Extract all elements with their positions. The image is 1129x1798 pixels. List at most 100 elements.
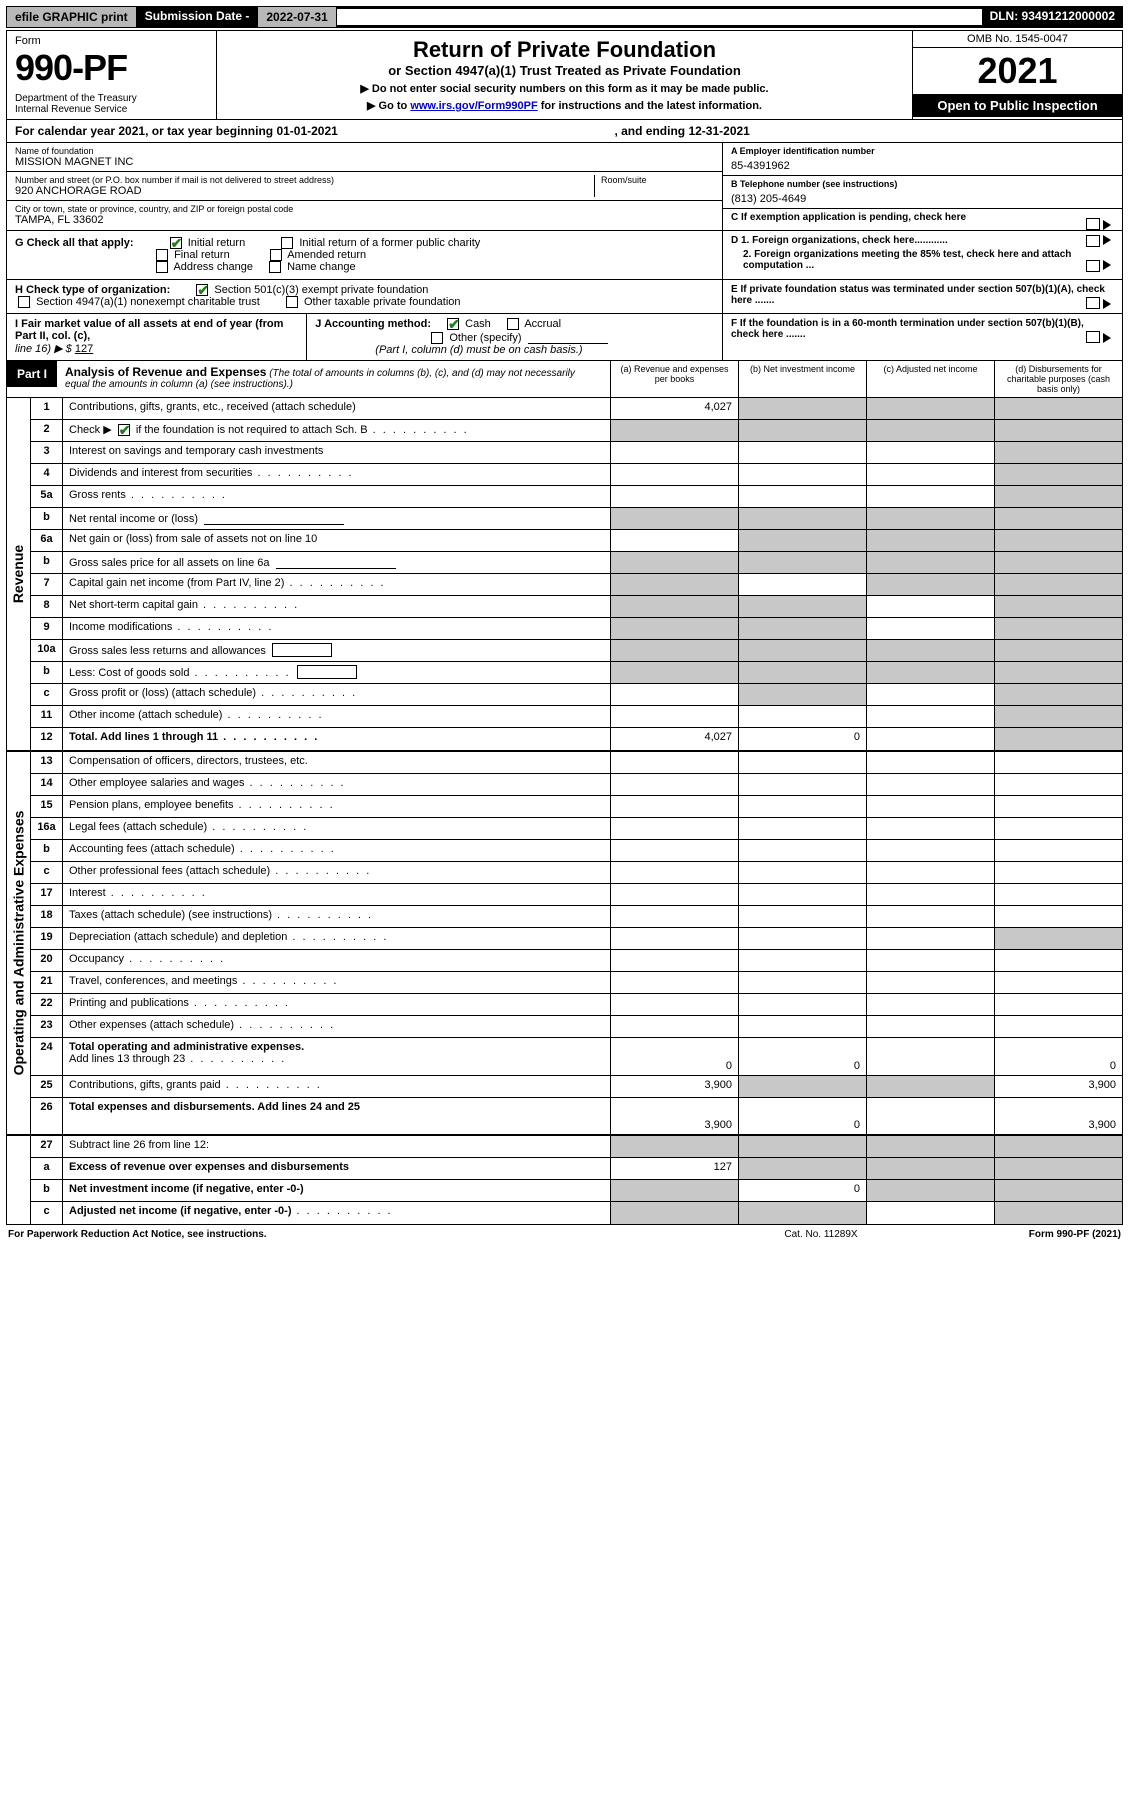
- section-e: E If private foundation status was termi…: [722, 280, 1122, 313]
- section-i: I Fair market value of all assets at end…: [7, 314, 307, 360]
- section-g: G Check all that apply: Initial return I…: [7, 231, 722, 279]
- line-25: 25Contributions, gifts, grants paid3,900…: [31, 1076, 1122, 1098]
- footer-left: For Paperwork Reduction Act Notice, see …: [8, 1229, 721, 1240]
- cal-begin: For calendar year 2021, or tax year begi…: [15, 124, 614, 138]
- footer-form-ref: Form 990-PF (2021): [921, 1229, 1121, 1240]
- checkbox-initial-return[interactable]: [170, 237, 182, 249]
- checkbox-c[interactable]: [1086, 218, 1100, 230]
- line-7: 7Capital gain net income (from Part IV, …: [31, 574, 1122, 596]
- checkbox-address-change[interactable]: [156, 261, 168, 273]
- info-block: Name of foundation MISSION MAGNET INC Nu…: [7, 143, 1122, 231]
- line-15: 15Pension plans, employee benefits: [31, 796, 1122, 818]
- checkbox-name-change[interactable]: [269, 261, 281, 273]
- line-5b: bNet rental income or (loss): [31, 508, 1122, 530]
- city-state-zip: TAMPA, FL 33602: [15, 214, 714, 226]
- checkbox-final-return[interactable]: [156, 249, 168, 261]
- section-j: J Accounting method: Cash Accrual Other …: [307, 314, 722, 360]
- form-header: Form 990-PF Department of the Treasury I…: [7, 31, 1122, 120]
- ein-value: 85-4391962: [731, 160, 1114, 172]
- checkbox-accrual[interactable]: [507, 318, 519, 330]
- arrow-icon: [1103, 235, 1111, 245]
- form-year-block: OMB No. 1545-0047 2021 Open to Public In…: [912, 31, 1122, 119]
- top-bar: efile GRAPHIC print Submission Date - 20…: [6, 6, 1123, 28]
- line-23: 23Other expenses (attach schedule): [31, 1016, 1122, 1038]
- expenses-side-label: Operating and Administrative Expenses: [7, 752, 31, 1134]
- col-c-header: (c) Adjusted net income: [866, 361, 994, 397]
- checkbox-other-taxable[interactable]: [286, 296, 298, 308]
- line-12: 12Total. Add lines 1 through 114,0270: [31, 728, 1122, 750]
- line-27b: bNet investment income (if negative, ent…: [31, 1180, 1122, 1202]
- dln-value: DLN: 93491212000002: [982, 6, 1123, 28]
- line-21: 21Travel, conferences, and meetings: [31, 972, 1122, 994]
- checkbox-d2[interactable]: [1086, 260, 1100, 272]
- arrow-icon: [1103, 220, 1111, 230]
- part1-label: Part I: [7, 361, 57, 387]
- form-subtitle: or Section 4947(a)(1) Trust Treated as P…: [229, 63, 900, 78]
- cal-end: , and ending 12-31-2021: [614, 124, 1114, 138]
- arrow-icon: [1103, 333, 1111, 343]
- line-16c: cOther professional fees (attach schedul…: [31, 862, 1122, 884]
- revenue-grid: Revenue 1Contributions, gifts, grants, e…: [7, 398, 1122, 752]
- line-16b: bAccounting fees (attach schedule): [31, 840, 1122, 862]
- line-8: 8Net short-term capital gain: [31, 596, 1122, 618]
- ein-cell: A Employer identification number 85-4391…: [723, 143, 1122, 176]
- checkbox-other-method[interactable]: [431, 332, 443, 344]
- footer-catalog: Cat. No. 11289X: [721, 1229, 921, 1240]
- line-10c: cGross profit or (loss) (attach schedule…: [31, 684, 1122, 706]
- section-d: D 1. Foreign organizations, check here..…: [722, 231, 1122, 279]
- line-17: 17Interest: [31, 884, 1122, 906]
- form-label: Form: [15, 35, 208, 47]
- part1-header: Part I Analysis of Revenue and Expenses …: [7, 361, 1122, 398]
- page-footer: For Paperwork Reduction Act Notice, see …: [6, 1225, 1123, 1244]
- checkbox-sch-b[interactable]: [118, 424, 130, 436]
- line-24: 24 Total operating and administrative ex…: [31, 1038, 1122, 1076]
- form-instruction-2: ▶ Go to www.irs.gov/Form990PF for instru…: [229, 99, 900, 112]
- checkbox-e[interactable]: [1086, 297, 1100, 309]
- revenue-side-label: Revenue: [7, 398, 31, 750]
- checkbox-initial-former[interactable]: [281, 237, 293, 249]
- line-27a: aExcess of revenue over expenses and dis…: [31, 1158, 1122, 1180]
- checkbox-amended-return[interactable]: [270, 249, 282, 261]
- tax-year: 2021: [913, 48, 1122, 94]
- line-13: 13Compensation of officers, directors, t…: [31, 752, 1122, 774]
- line-5a: 5aGross rents: [31, 486, 1122, 508]
- checkbox-501c3[interactable]: [196, 284, 208, 296]
- part1-desc: Analysis of Revenue and Expenses (The to…: [57, 361, 610, 397]
- checkbox-4947[interactable]: [18, 296, 30, 308]
- name-cell: Name of foundation MISSION MAGNET INC: [7, 143, 722, 172]
- col-d-header: (d) Disbursements for charitable purpose…: [994, 361, 1122, 397]
- efile-button[interactable]: efile GRAPHIC print: [6, 6, 137, 28]
- line-6b: bGross sales price for all assets on lin…: [31, 552, 1122, 574]
- checkbox-f[interactable]: [1086, 331, 1100, 343]
- line-20: 20Occupancy: [31, 950, 1122, 972]
- line-27c: cAdjusted net income (if negative, enter…: [31, 1202, 1122, 1224]
- line-4: 4Dividends and interest from securities: [31, 464, 1122, 486]
- section-h-e: H Check type of organization: Section 50…: [7, 280, 1122, 314]
- line-18: 18Taxes (attach schedule) (see instructi…: [31, 906, 1122, 928]
- section-g-d: G Check all that apply: Initial return I…: [7, 231, 1122, 280]
- city-cell: City or town, state or province, country…: [7, 201, 722, 229]
- line1-col-a: 4,027: [610, 398, 738, 419]
- checkbox-cash[interactable]: [447, 318, 459, 330]
- form-number-block: Form 990-PF Department of the Treasury I…: [7, 31, 217, 119]
- line-10a: 10aGross sales less returns and allowanc…: [31, 640, 1122, 662]
- line27-grid: 27Subtract line 26 from line 12: aExcess…: [7, 1136, 1122, 1224]
- line-9: 9Income modifications: [31, 618, 1122, 640]
- line-16a: 16aLegal fees (attach schedule): [31, 818, 1122, 840]
- section-ijf: I Fair market value of all assets at end…: [7, 314, 1122, 361]
- omb-number: OMB No. 1545-0047: [913, 31, 1122, 48]
- line-14: 14Other employee salaries and wages: [31, 774, 1122, 796]
- col-b-header: (b) Net investment income: [738, 361, 866, 397]
- irs-link[interactable]: www.irs.gov/Form990PF: [410, 100, 537, 112]
- line-11: 11Other income (attach schedule): [31, 706, 1122, 728]
- address-cell: Number and street (or P.O. box number if…: [7, 172, 722, 201]
- arrow-icon: [1103, 299, 1111, 309]
- phone-value: (813) 205-4649: [731, 193, 1114, 205]
- submission-date-value: 2022-07-31: [257, 6, 336, 28]
- line-2: 2 Check ▶ if the foundation is not requi…: [31, 420, 1122, 442]
- checkbox-d1[interactable]: [1086, 235, 1100, 247]
- phone-cell: B Telephone number (see instructions) (8…: [723, 176, 1122, 209]
- expenses-grid: Operating and Administrative Expenses 13…: [7, 752, 1122, 1136]
- section-f: F If the foundation is in a 60-month ter…: [722, 314, 1122, 360]
- form-container: Form 990-PF Department of the Treasury I…: [6, 30, 1123, 1225]
